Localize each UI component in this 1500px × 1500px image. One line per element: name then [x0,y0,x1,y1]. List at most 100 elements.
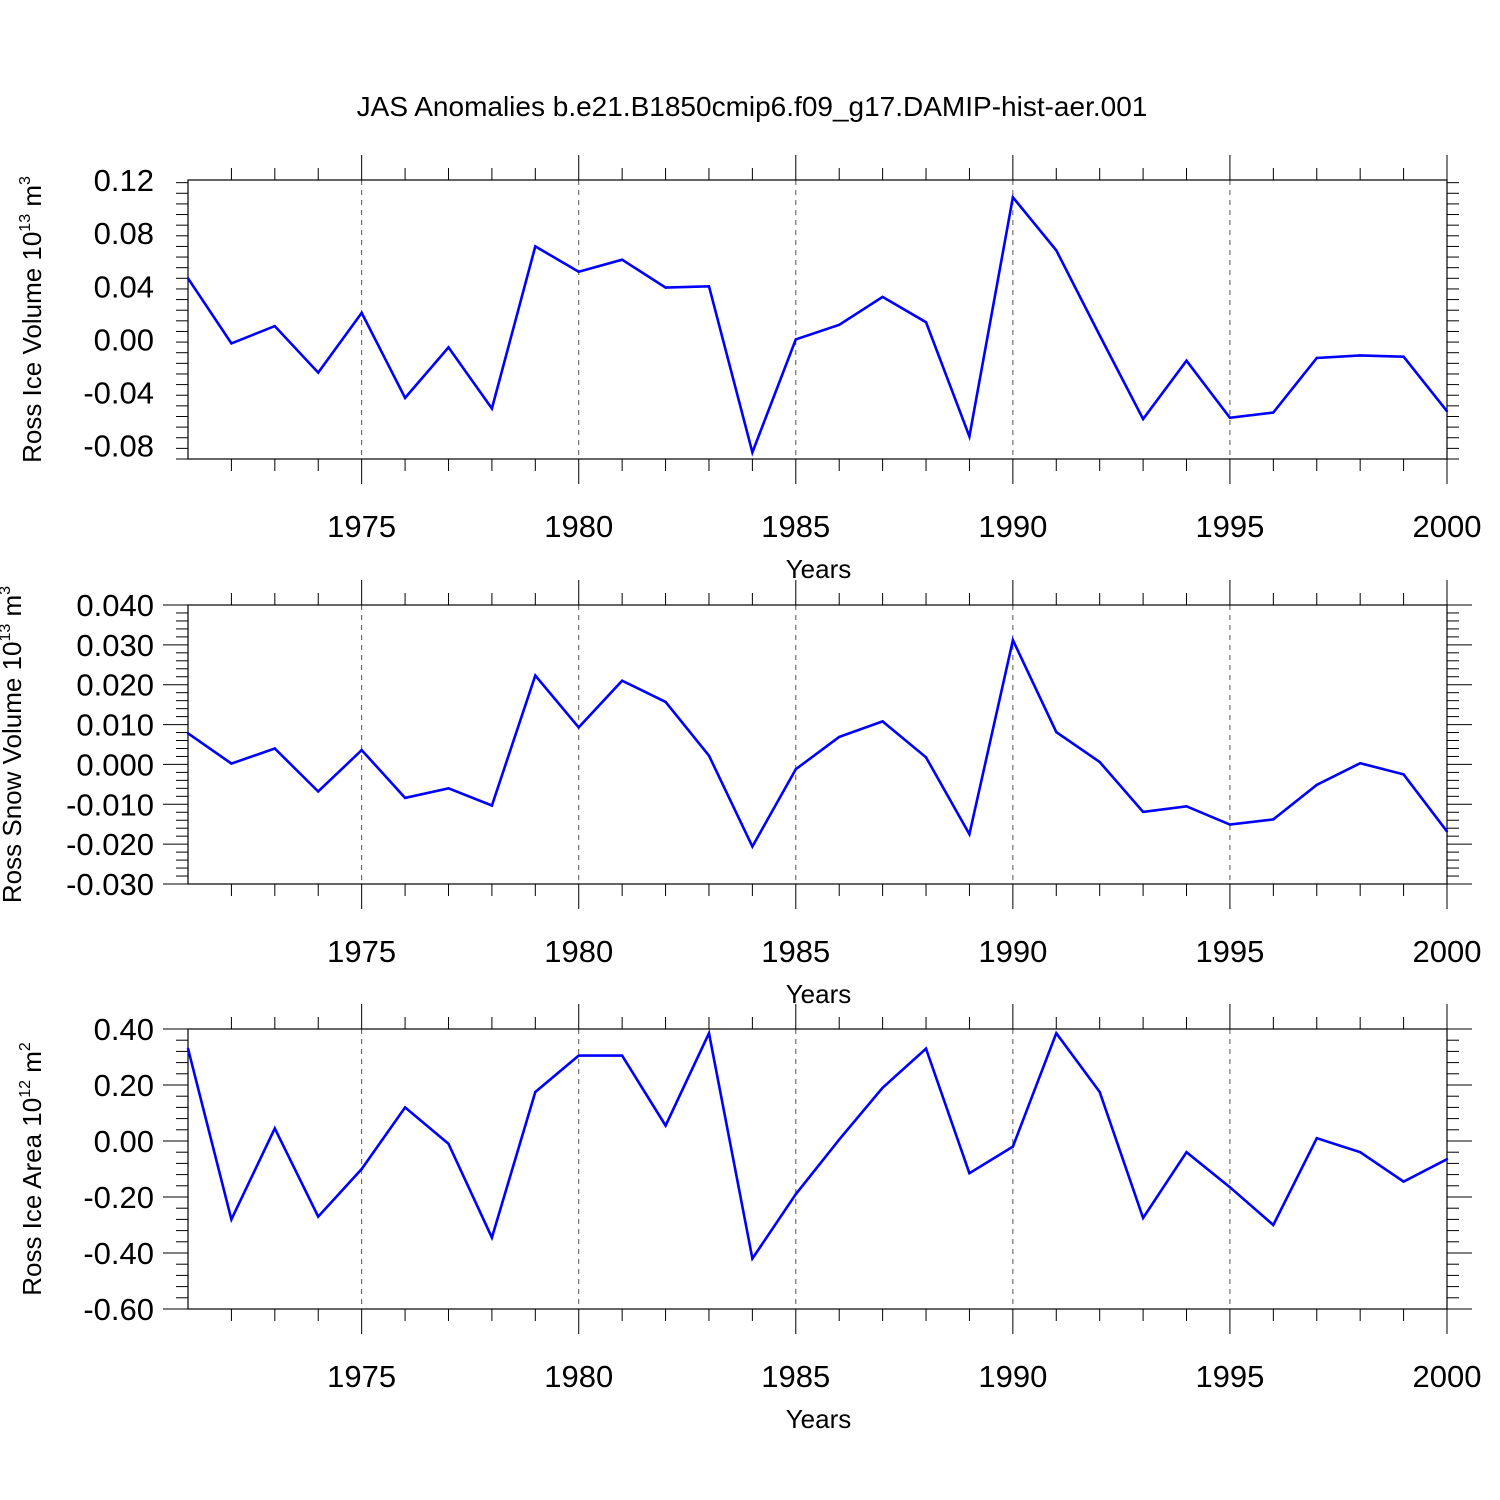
x-tick-label: 1985 [761,1359,830,1394]
chart-panel-3: 0.40 0.20 0.00 -0.20 -0.40 -0.60 1975 1980 1985 1… [17,1004,1481,1434]
data-point-1989 [968,1172,971,1175]
x-tick-label: 1985 [761,934,830,969]
data-point-1997 [1315,356,1318,360]
y-axis-label-unit: m [17,185,47,214]
data-point-1972 [230,342,233,345]
data-point-1984 [751,1257,754,1260]
data-point-1995 [1228,1186,1232,1189]
data-point-1991 [1055,249,1058,252]
data-point-1975 [360,748,363,752]
data-point-1988 [924,320,928,324]
plot-frame [187,179,1448,460]
data-point-1973 [273,324,277,328]
data-point-1986 [838,323,841,327]
data-point-1990 [1011,196,1015,199]
series-line [186,194,1449,457]
data-point-1995 [1228,823,1232,826]
x-tick-label: 1990 [978,934,1047,969]
y-axis-label-text: Ross Snow Volume 10 [0,642,27,904]
data-point-1998 [1358,1151,1362,1154]
data-point-1994 [1185,805,1188,808]
y-axis-label-unit-exponent: 3 [17,176,34,185]
data-point-1988 [924,1047,928,1050]
data-point-2000 [1445,409,1449,413]
data-point-1993 [1141,417,1145,421]
data-point-1975 [360,311,363,315]
data-point-1998 [1358,354,1362,357]
data-point-1974 [317,1215,320,1218]
data-point-1978 [490,407,494,410]
data-point-1996 [1272,411,1275,414]
y-tick-label: -0.020 [66,827,154,862]
data-point-1998 [1358,762,1362,765]
x-tick-label: 1975 [327,934,396,969]
data-point-1976 [403,796,407,800]
data-point-1984 [751,451,754,454]
y-tick-label: 0.030 [76,628,154,663]
x-tick-label: 2000 [1413,934,1482,969]
data-point-1987 [881,720,884,723]
data-point-1990 [1011,638,1015,642]
data-point-1983 [707,285,711,288]
series-line [187,636,1449,850]
x-tick-label: 2000 [1413,1359,1482,1394]
x-tick-label: 1990 [978,509,1047,544]
data-point-1999 [1402,1180,1405,1183]
data-point-1980 [577,270,580,273]
y-tick-label: 0.040 [76,588,154,623]
plot-frame [187,604,1448,885]
y-tick-label: -0.010 [66,787,154,822]
data-point-1986 [838,735,841,739]
data-point-1992 [1098,334,1101,337]
data-point-1991 [1055,730,1058,734]
data-point-1993 [1141,810,1145,814]
data-point-1993 [1141,1216,1145,1220]
data-point-1999 [1402,355,1405,358]
data-point-1977 [447,787,450,790]
y-tick-label: 0.40 [94,1012,154,1047]
data-point-1976 [403,1106,407,1109]
data-point-1984 [751,845,754,848]
data-point-1978 [490,1236,494,1239]
data-point-1985 [794,338,797,341]
data-point-1979 [534,1090,537,1094]
data-point-1982 [664,286,667,289]
data-point-2000 [1445,830,1449,833]
y-tick-label: 0.000 [76,747,154,782]
data-point-1981 [620,1054,624,1057]
y-tick-label: -0.08 [83,429,154,464]
data-point-1994 [1185,1151,1188,1154]
y-tick-label: -0.20 [83,1180,154,1215]
y-tick-label: -0.60 [83,1292,154,1327]
figure-title: JAS Anomalies b.e21.B1850cmip6.f09_g17.D… [357,91,1148,122]
data-point-1997 [1315,783,1318,786]
data-point-1989 [968,435,971,438]
data-point-1981 [620,679,624,682]
data-point-1987 [881,1086,884,1090]
x-tick-label: 1990 [978,1359,1047,1394]
y-axis-label-exponent: 12 [17,1080,34,1098]
x-tick-label: 1995 [1195,1359,1264,1394]
data-point-1991 [1055,1032,1058,1035]
y-axis-label-unit: m [17,1051,47,1080]
data-point-1992 [1098,760,1101,764]
data-point-1983 [707,1032,711,1035]
x-axis-label: Years [786,1404,852,1434]
series-line [186,1029,1448,1262]
y-tick-label: 0.00 [94,322,154,357]
x-tick-label: 1980 [544,934,613,969]
x-axis-label: Years [786,554,852,584]
y-axis-label-unit: m [0,595,27,624]
data-point-1979 [534,674,537,677]
data-point-1971 [186,1047,190,1050]
y-tick-label: 0.020 [76,668,154,703]
data-point-1985 [794,768,797,771]
data-point-1974 [317,790,320,793]
data-point-1985 [794,1193,797,1196]
y-axis-label-unit-exponent: 3 [0,586,14,595]
y-axis-label-text: Ross Ice Volume 10 [17,232,47,463]
data-point-1997 [1315,1137,1318,1140]
x-tick-label: 1995 [1195,934,1264,969]
data-point-1977 [447,346,450,349]
